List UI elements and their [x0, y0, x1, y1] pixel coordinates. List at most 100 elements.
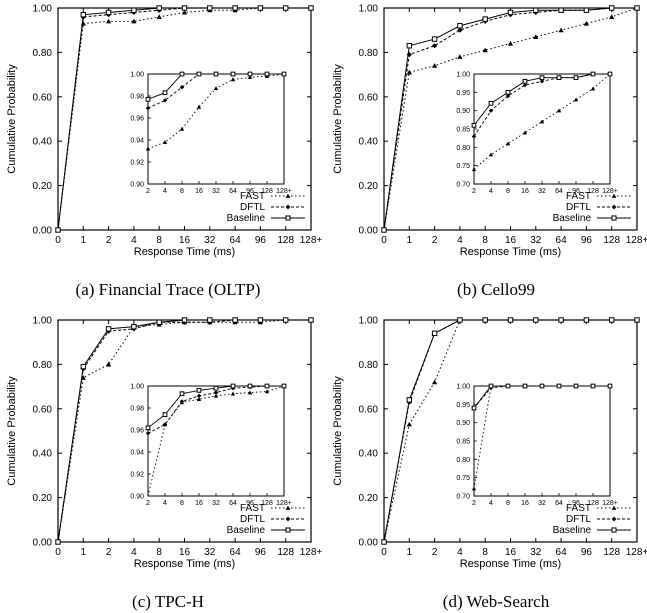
x-tick-label: 16 — [505, 235, 517, 246]
inset-x-tick-label: 8 — [180, 188, 184, 195]
x-tick-label: 96 — [581, 547, 593, 558]
inset-x-tick-label: 16 — [195, 500, 203, 507]
y-tick-label: 0.80 — [33, 360, 53, 371]
inset-series-point-dftl — [488, 108, 494, 113]
inset-series-point-dftl — [145, 105, 151, 111]
inset-series-point-baseline — [505, 89, 511, 95]
inset-y-tick-label: 0.70 — [456, 182, 470, 189]
inset-y-tick-label: 0.94 — [130, 138, 144, 145]
legend-marker-fast — [611, 505, 617, 510]
inset-y-tick-label: 0.95 — [456, 90, 470, 97]
inset-x-tick-label: 128 — [587, 500, 599, 507]
inset-x-tick-label: 4 — [163, 188, 167, 195]
inset-series-point-baseline — [196, 71, 202, 77]
legend-marker-baseline — [285, 527, 291, 533]
x-tick-label: 8 — [156, 235, 162, 246]
series-point-baseline — [406, 43, 413, 49]
inset-y-tick-label: 0.85 — [456, 127, 470, 134]
inset-series-point-baseline — [573, 383, 579, 389]
inset-x-tick-label: 8 — [506, 188, 510, 195]
series-point-fast — [457, 54, 463, 59]
x-tick-label: 0 — [381, 547, 387, 558]
inset-frame — [147, 385, 285, 497]
inset-x-tick-label: 96 — [572, 500, 580, 507]
legend-marker-fast — [285, 505, 291, 510]
inset-chart: 0.70 0.75 0.80 0.85 0.90 0.95 1.00 2 4 8 16 32 64 96 1… — [456, 72, 618, 196]
inset-x-tick-label: 4 — [489, 500, 493, 507]
x-tick-label: 4 — [457, 547, 463, 558]
inset-series-point-fast — [230, 77, 236, 82]
x-tick-label: 64 — [230, 547, 242, 558]
series-point-baseline — [232, 317, 238, 323]
inset-y-tick-label: 0.90 — [130, 494, 144, 501]
inset-series-point-baseline — [488, 383, 494, 389]
inset-y-tick-label: 1.00 — [130, 384, 144, 391]
series-line-fast — [383, 319, 637, 543]
x-tick-label: 128+ — [300, 235, 323, 246]
x-tick-label: 128 — [603, 235, 620, 246]
inset-series-point-fast — [230, 391, 236, 396]
series-point-fast — [609, 14, 615, 19]
x-tick-label: 2 — [432, 547, 438, 558]
inset-y-tick-label: 0.75 — [456, 163, 470, 170]
inset-series-point-baseline — [196, 388, 202, 393]
x-tick-label: 16 — [505, 547, 517, 558]
caption-c: (c) TPC-H — [132, 592, 204, 611]
legend-label-dftl: DFTL — [240, 514, 265, 525]
inset-series-point-fast — [488, 152, 494, 157]
inset-series-point-baseline — [590, 71, 596, 77]
series-point-baseline — [583, 317, 590, 323]
x-tick-label: 4 — [457, 235, 463, 246]
inset-x-tick-label: 8 — [180, 500, 184, 507]
series-point-baseline — [583, 7, 590, 13]
series-point-baseline — [634, 5, 640, 11]
y-axis-label: Cumulative Probability — [6, 376, 18, 486]
y-tick-label: 0.60 — [33, 92, 53, 103]
inset-x-tick-label: 128+ — [602, 500, 618, 507]
inset-series-point-fast — [196, 104, 202, 109]
inset-x-tick-label: 128+ — [276, 500, 292, 507]
inset-x-tick-label: 16 — [521, 188, 529, 195]
x-tick-label: 0 — [55, 547, 61, 558]
y-tick-label: 1.00 — [33, 316, 53, 327]
x-tick-label: 16 — [179, 547, 191, 558]
series-point-baseline — [431, 330, 438, 337]
legend-label-fast: FAST — [566, 503, 591, 514]
x-axis-label: Response Time (ms) — [134, 246, 235, 258]
series-point-baseline — [80, 363, 87, 370]
series-point-baseline — [105, 9, 112, 16]
series-line-fast — [57, 7, 311, 231]
inset-series-point-baseline — [556, 75, 562, 81]
inset-series-point-baseline — [145, 425, 151, 431]
x-tick-label: 32 — [204, 547, 216, 558]
inset-y-tick-label: 1.00 — [456, 72, 470, 79]
inset-series-point-fast — [539, 119, 545, 124]
inset-y-tick-label: 0.98 — [130, 406, 144, 413]
legend-label-baseline: Baseline — [553, 525, 592, 536]
inset-series-point-dftl — [179, 85, 185, 90]
caption-d: (d) Web-Search — [443, 592, 550, 611]
inset-series-line-fast — [473, 73, 611, 170]
series-point-fast — [533, 34, 539, 39]
x-tick-label: 2 — [106, 547, 112, 558]
series-point-baseline — [282, 317, 289, 323]
series-point-baseline — [131, 323, 137, 330]
series-point-baseline — [381, 539, 387, 545]
series-point-baseline — [558, 7, 564, 13]
inset-series-point-baseline — [281, 71, 287, 77]
inset-x-tick-label: 128 — [587, 188, 599, 195]
legend-marker-baseline — [611, 215, 617, 221]
inset-y-tick-label: 0.95 — [456, 402, 470, 409]
inset-series-point-fast — [196, 397, 202, 401]
legend-label-fast: FAST — [240, 503, 265, 514]
series-point-baseline — [131, 7, 137, 13]
inset-series-point-baseline — [573, 75, 579, 81]
chart-panel-c: 0.00 0.20 0.40 0.60 0.80 1.00 0 1 2 4 8 16 32 64 96 128… — [6, 316, 322, 571]
inset-series-point-dftl — [179, 399, 185, 404]
series-point-dftl — [432, 43, 438, 49]
caption-b: (b) Cello99 — [457, 280, 535, 299]
series-point-baseline — [181, 5, 188, 11]
inset-series-point-baseline — [471, 122, 477, 128]
inset-x-tick-label: 2 — [146, 500, 150, 507]
